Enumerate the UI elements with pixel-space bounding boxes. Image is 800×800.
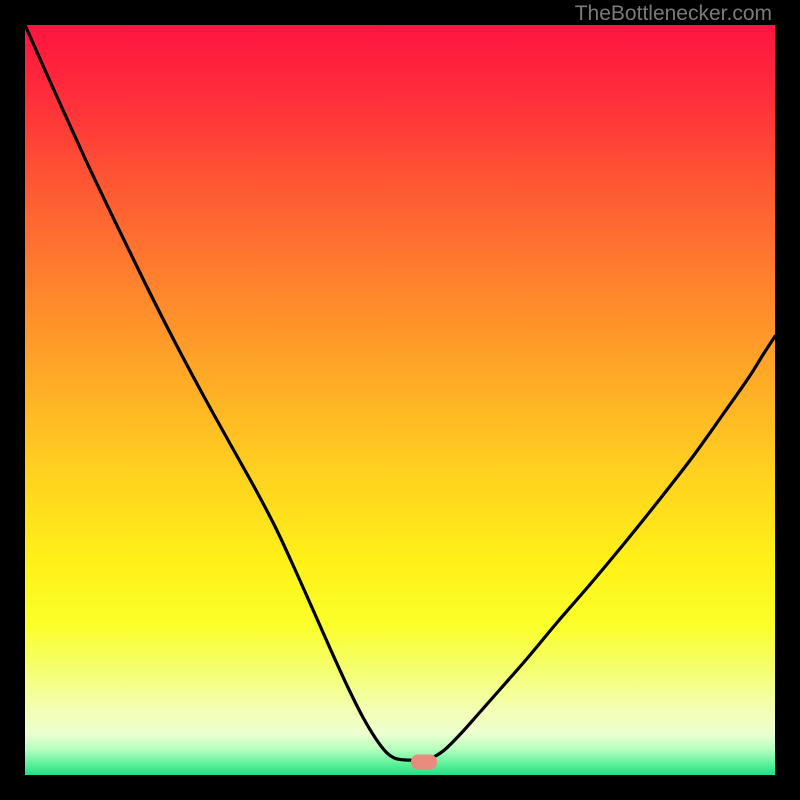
bottleneck-curve [25, 25, 775, 760]
curve-layer [25, 25, 775, 775]
watermark-text: TheBottlenecker.com [575, 2, 772, 26]
plot-area [25, 25, 775, 775]
chart-root: TheBottlenecker.com [0, 0, 800, 800]
optimal-point-marker [411, 755, 437, 770]
